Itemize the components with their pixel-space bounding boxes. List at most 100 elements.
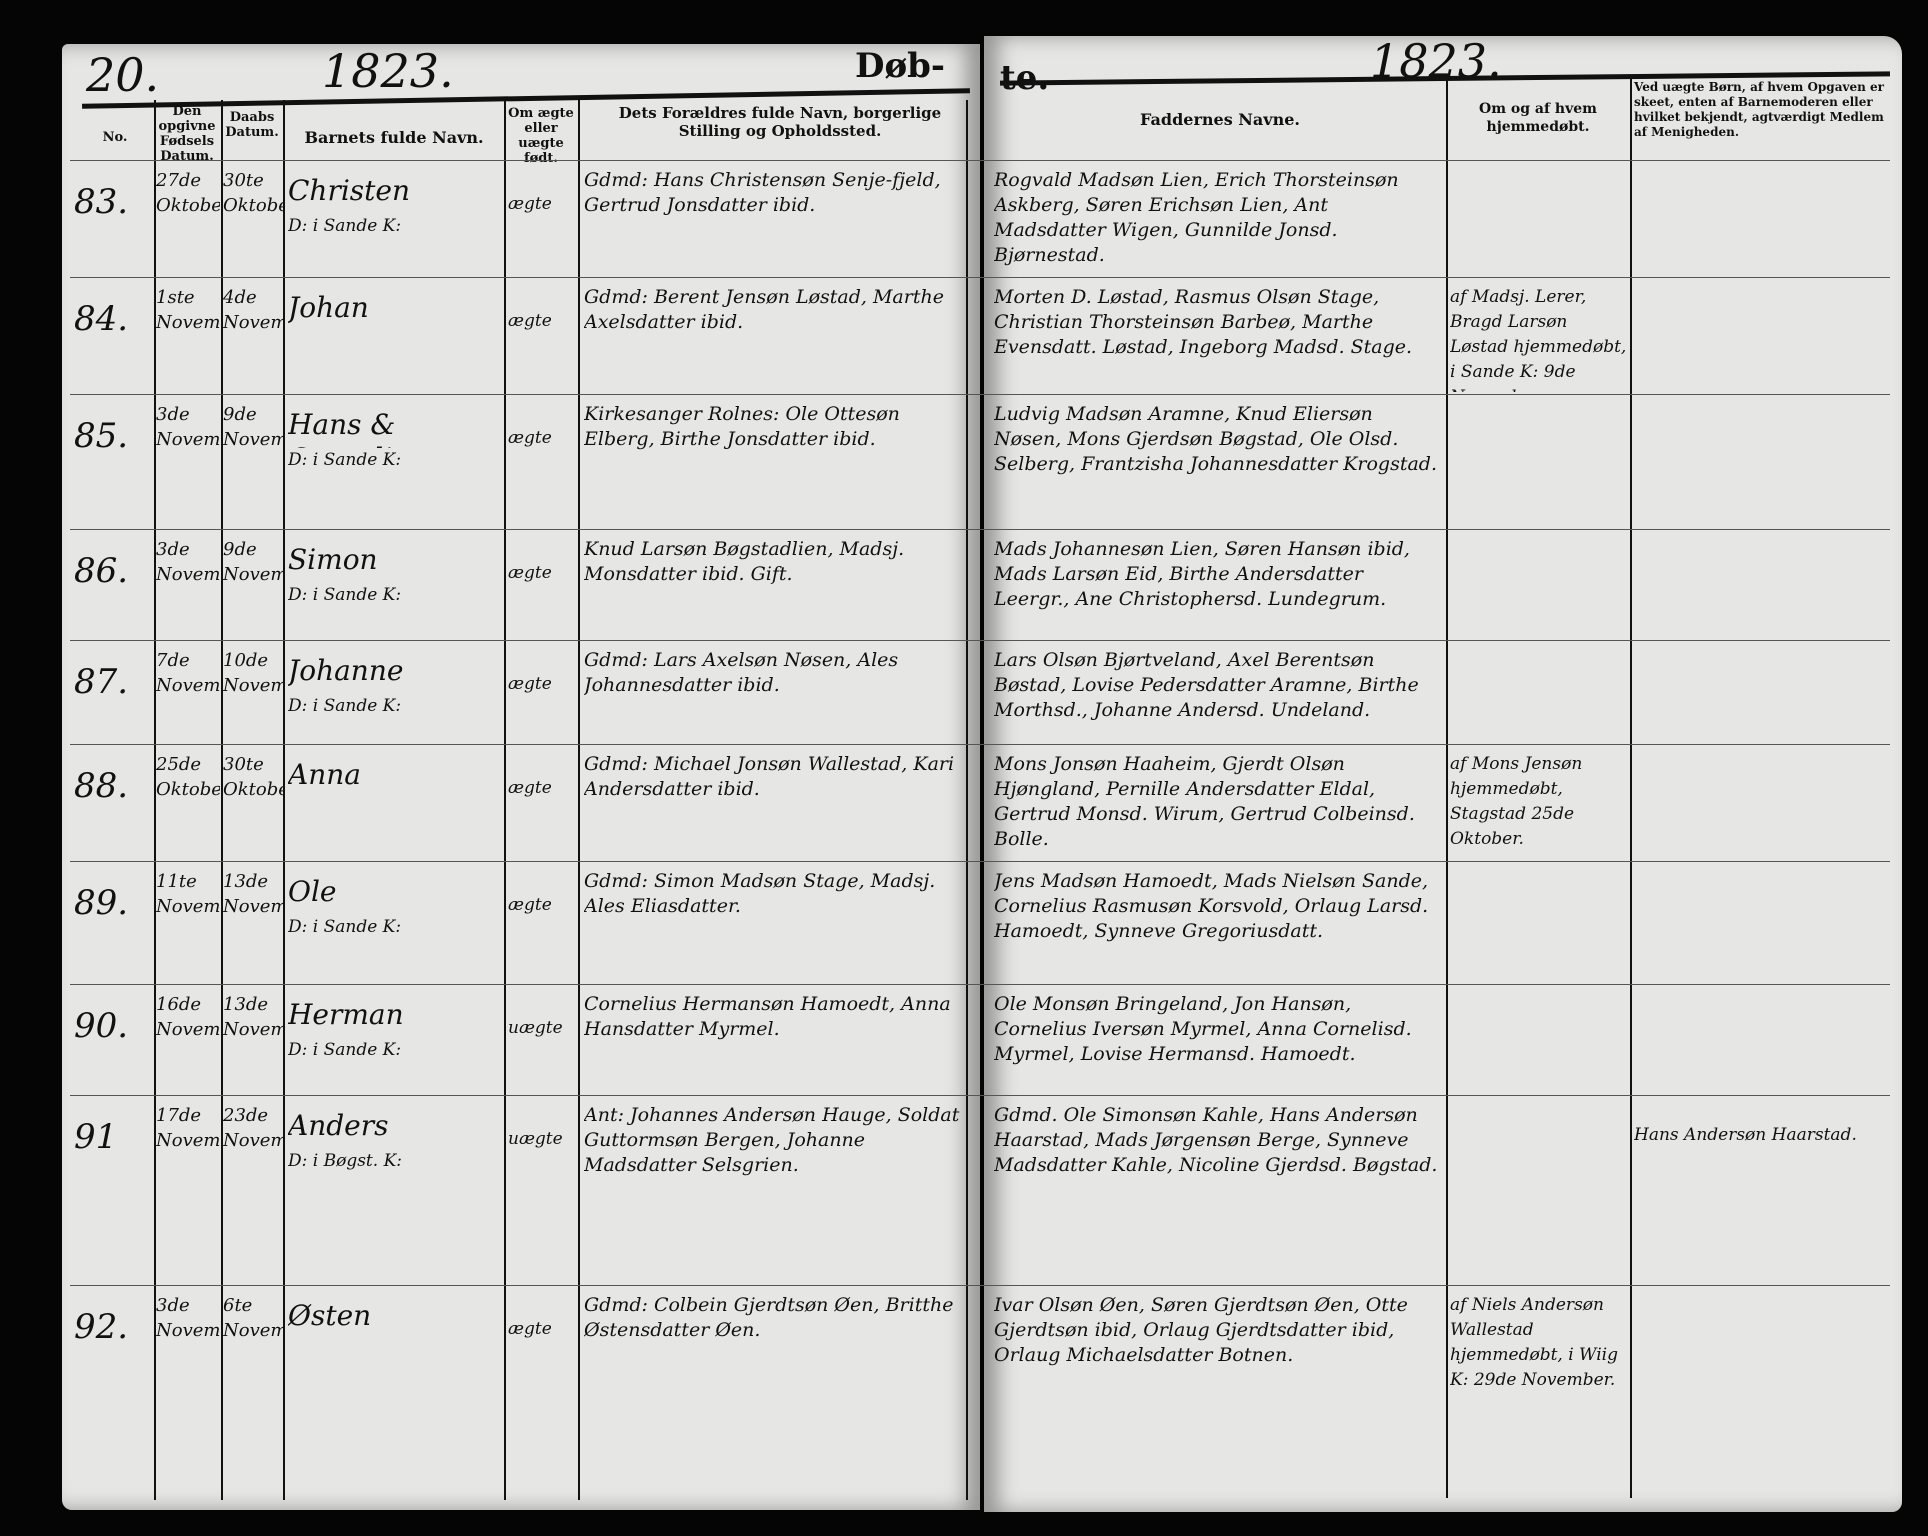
child-name: Simon [288,543,378,576]
column-divider [154,100,156,1500]
home-baptism: af Madsj. Lerer, Bragd Larsøn Løstad hje… [1450,287,1627,392]
child-note: D: i Sande K: [288,696,402,716]
entry-number: 88. [74,766,129,806]
page-number: 20. [86,48,160,102]
parents: Cornelius Hermansøn Hamoedt, Anna Hansda… [584,993,951,1040]
sponsors: Jens Madsøn Hamoedt, Mads Nielsøn Sande,… [994,870,1429,942]
child-name: Hans & Cornelius [288,408,425,448]
child-note: D: i Bøgst. K: [288,1151,403,1171]
baptism-date: 13de November [223,871,283,917]
legitimacy: ægte [508,1319,552,1339]
row-divider [70,984,1890,985]
row-divider [70,277,1890,278]
parents: Ant: Johannes Andersøn Hauge, Soldat Gut… [584,1104,960,1176]
child-note: D: i Sande K: [288,1040,402,1060]
entry-number: 84. [74,299,129,339]
row-divider [70,1285,1890,1286]
birth-date: 25de Oktober [156,754,220,800]
baptism-date: 10de November [223,650,283,696]
birth-date: 3de November [156,404,220,450]
parents: Gdmd: Hans Christensøn Senje-fjeld, Gert… [584,169,941,216]
birth-date: 27de Oktober [156,170,220,216]
child-name: Johanne [288,654,404,687]
legitimacy: ægte [508,311,552,331]
column-divider [221,100,223,1500]
parents: Kirkesanger Rolnes: Ole Ottesøn Elberg, … [584,403,900,450]
birth-date: 7de November [156,650,220,696]
birth-date: 3de November [156,539,220,585]
child-name: Johan [288,291,369,324]
child-note: D: i Sande K: [288,216,402,236]
header-legitimacy: Om ægte eller uægte født. [508,106,574,166]
child-name: Herman [288,998,404,1031]
legitimacy: uægte [508,1018,563,1038]
legitimacy: ægte [508,563,552,583]
child-name: Ole [288,875,337,908]
parents: Gdmd: Berent Jensøn Løstad, Marthe Axels… [584,286,944,333]
left-page [62,44,980,1510]
legitimacy: ægte [508,674,552,694]
parents: Knud Larsøn Bøgstadlien, Madsj. Monsdatt… [584,538,905,585]
baptism-date: 6te November [223,1295,283,1341]
header-child-name: Barnets fulde Navn. [304,128,484,147]
column-divider [578,100,580,1500]
sponsors: Mads Johannesøn Lien, Søren Hansøn ibid,… [994,538,1410,610]
sponsors: Lars Olsøn Bjørtveland, Axel Berentsøn B… [994,649,1419,721]
child-name: Anna [288,758,361,791]
baptism-date: 30te Oktober [223,170,283,216]
right-page [984,36,1902,1512]
header-baptism-date: Daabs Datum. [225,110,279,140]
sponsors: Mons Jonsøn Haaheim, Gjerdt Olsøn Hjøngl… [994,753,1415,850]
parents: Gdmd: Michael Jonsøn Wallestad, Kari And… [584,753,955,800]
header-birth-date: Den opgivne Fødsels Datum. [158,104,216,164]
child-note: D: i Sande K: [288,585,402,605]
row-divider [70,1095,1890,1096]
entry-number: 92. [74,1307,129,1347]
birth-date: 3de November [156,1295,220,1341]
baptism-date: 9de November [223,404,283,450]
sponsors: Ludvig Madsøn Aramne, Knud Eliersøn Nøse… [994,403,1437,475]
entry-number: 90. [74,1006,129,1046]
row-divider [70,861,1890,862]
year-left: 1823. [322,44,454,98]
legitimacy: ægte [508,895,552,915]
home-baptism: af Mons Jensøn hjemmedøbt, Stagstad 25de… [1450,754,1583,849]
column-divider [1630,78,1632,1498]
row-divider [70,529,1890,530]
sponsors: Ole Monsøn Bringeland, Jon Hansøn, Corne… [994,993,1412,1065]
column-divider [966,100,968,1500]
birth-date: 1ste November [156,287,220,333]
column-divider [283,100,285,1500]
row-divider [70,394,1890,395]
illegitimate-note: Hans Andersøn Haarstad. [1634,1125,1857,1145]
sponsors: Rogvald Madsøn Lien, Erich Thorsteinsøn … [994,169,1399,266]
child-note: D: i Sande K: [288,450,402,470]
sponsors: Ivar Olsøn Øen, Søren Gjerdtsøn Øen, Ott… [994,1294,1408,1366]
entry-number: 91 [74,1117,118,1157]
baptism-date: 9de November [223,539,283,585]
sponsors: Morten D. Løstad, Rasmus Olsøn Stage, Ch… [994,286,1413,358]
birth-date: 16de November [156,994,220,1040]
child-note: D: i Sande K: [288,917,402,937]
child-name: Østen [288,1299,372,1332]
birth-date: 17de November [156,1105,220,1151]
sponsors: Gdmd. Ole Simonsøn Kahle, Hans Andersøn … [994,1104,1438,1176]
legitimacy: ægte [508,194,552,214]
entry-number: 83. [74,182,129,222]
baptism-date: 4de November [223,287,283,333]
row-divider [70,640,1890,641]
header-sponsors: Faddernes Navne. [1140,110,1300,129]
entry-number: 87. [74,662,129,702]
entry-number: 86. [74,551,129,591]
entry-number: 85. [74,416,129,456]
row-divider [70,160,1890,161]
entry-number: 89. [74,883,129,923]
column-divider [1446,78,1448,1498]
legitimacy: ægte [508,778,552,798]
child-name: Christen [288,174,411,207]
legitimacy: uægte [508,1129,563,1149]
header-parents: Dets Forældres fulde Navn, borgerlige St… [618,104,942,140]
parents: Gdmd: Simon Madsøn Stage, Madsj. Ales El… [584,870,936,917]
baptism-date: 23de November [223,1105,283,1151]
parents: Gdmd: Lars Axelsøn Nøsen, Ales Johannesd… [584,649,899,696]
